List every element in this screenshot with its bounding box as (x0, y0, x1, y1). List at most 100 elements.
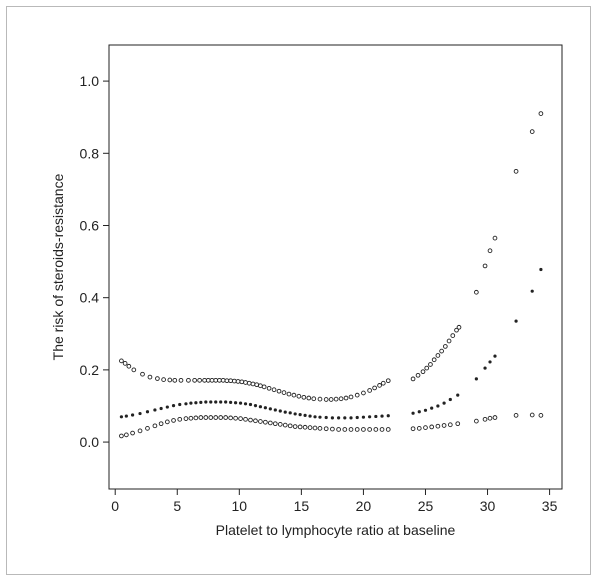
data-point (530, 289, 534, 293)
data-point (198, 415, 204, 420)
data-point (267, 420, 273, 426)
data-point (278, 409, 282, 413)
data-point (442, 401, 446, 405)
data-point (423, 425, 428, 430)
data-point (386, 414, 390, 418)
data-point (266, 385, 272, 391)
data-point (261, 384, 267, 390)
data-point (250, 381, 256, 387)
data-point (158, 421, 164, 427)
series-1 (119, 111, 544, 402)
x-tick-label: 35 (542, 498, 558, 514)
x-tick-label: 10 (232, 498, 248, 514)
y-tick-label: 0.0 (80, 434, 100, 450)
data-point (317, 396, 323, 402)
series-2 (119, 267, 543, 420)
data-point (159, 406, 163, 411)
data-point (197, 377, 202, 383)
data-point (218, 415, 224, 420)
data-point (213, 415, 219, 420)
data-point (208, 415, 214, 420)
data-point (263, 406, 267, 410)
data-point (439, 348, 444, 354)
data-point (204, 400, 208, 404)
data-point (429, 424, 435, 430)
data-point (119, 415, 124, 419)
data-point (330, 426, 335, 432)
data-point (435, 353, 441, 358)
data-point (448, 397, 452, 402)
data-point (186, 377, 191, 383)
data-point (482, 416, 488, 422)
data-point (410, 376, 416, 382)
data-point (283, 410, 287, 414)
data-point (178, 402, 182, 407)
data-point (529, 129, 535, 134)
data-point (456, 324, 462, 330)
data-point (474, 418, 479, 424)
data-point (493, 354, 497, 358)
data-point (436, 404, 440, 408)
data-point (292, 424, 298, 429)
data-point (323, 426, 329, 432)
data-point (171, 404, 176, 408)
y-axis: 0.0 0.2 0.4 0.6 0.8 1.0 (80, 73, 109, 450)
x-tick-label: 5 (173, 498, 181, 514)
data-point (431, 357, 437, 363)
data-point (223, 415, 229, 420)
data-point (243, 416, 248, 422)
data-point (430, 406, 434, 410)
data-point (243, 402, 248, 406)
data-point (194, 401, 198, 405)
y-tick-label: 0.6 (80, 217, 100, 233)
data-point (258, 405, 263, 409)
data-point (296, 393, 302, 399)
data-point (368, 415, 372, 419)
data-point (177, 416, 183, 422)
data-point (455, 421, 461, 427)
data-point (420, 369, 426, 375)
data-point (253, 404, 258, 408)
data-point (152, 423, 158, 429)
data-point (416, 426, 422, 431)
data-point (483, 366, 487, 370)
data-point (140, 371, 145, 377)
data-point (291, 392, 297, 398)
data-point (233, 415, 238, 421)
data-point (272, 421, 278, 427)
data-point (232, 378, 237, 384)
data-point (277, 422, 283, 427)
data-point (287, 423, 293, 429)
y-axis-title: The risk of steroids-resistance (50, 173, 66, 360)
data-point (282, 422, 288, 428)
data-point (130, 430, 135, 436)
data-point (155, 376, 160, 381)
data-point (317, 426, 323, 431)
data-point (243, 380, 248, 385)
data-point (380, 414, 384, 418)
data-point (348, 394, 354, 400)
data-point (313, 415, 317, 419)
data-point (220, 377, 226, 383)
data-point (126, 363, 132, 369)
data-point (311, 396, 317, 402)
data-point (441, 423, 447, 428)
data-point (192, 377, 197, 383)
data-point (338, 396, 344, 402)
data-point (258, 419, 263, 424)
data-point (361, 415, 366, 419)
data-point (298, 413, 302, 417)
plot-area (108, 44, 563, 490)
data-point (238, 416, 243, 421)
data-point (271, 387, 277, 393)
data-point (308, 414, 312, 418)
data-point (307, 425, 313, 430)
data-point (349, 416, 353, 420)
data-point (411, 411, 415, 415)
data-point (385, 427, 391, 432)
x-axis: 0 5 10 15 20 25 30 35 (111, 489, 558, 514)
data-point (219, 400, 223, 404)
data-point (302, 424, 308, 430)
y-tick-label: 0.2 (80, 362, 100, 378)
data-point (343, 395, 349, 401)
